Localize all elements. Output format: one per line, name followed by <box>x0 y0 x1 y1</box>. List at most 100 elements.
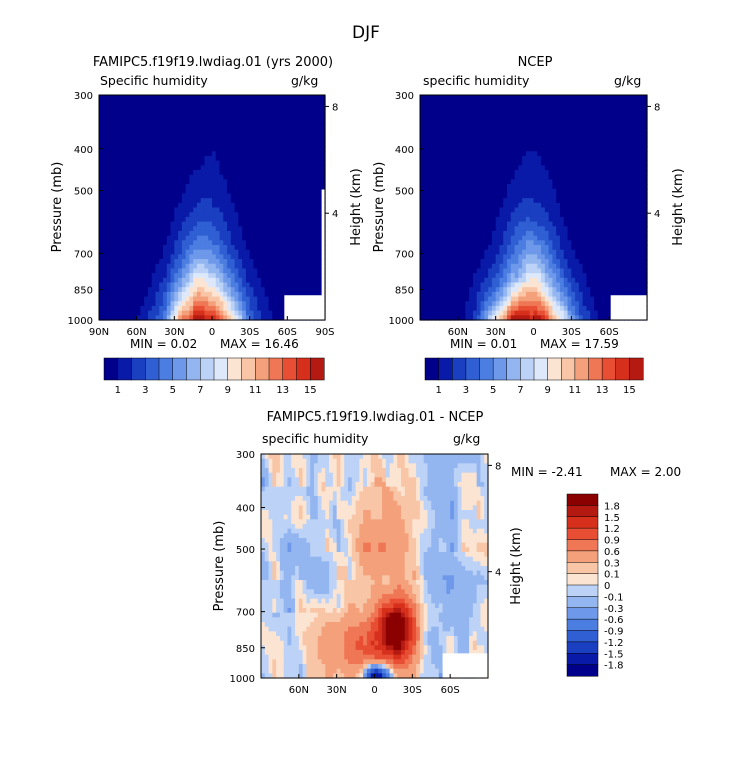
contour-cell <box>117 188 123 195</box>
contour-cell <box>204 137 209 143</box>
contour-cell <box>544 132 550 138</box>
contour-cell <box>298 104 303 110</box>
contour-cell <box>200 240 206 246</box>
contour-cell <box>196 184 202 190</box>
contour-cell <box>125 287 130 293</box>
contour-cell <box>510 315 516 321</box>
contour-cell <box>488 277 493 284</box>
contour-cell <box>431 127 436 134</box>
contour-cell <box>242 99 247 105</box>
contour-cell <box>117 95 123 101</box>
colorbar-tick-label: 9 <box>225 385 231 396</box>
contour-cell <box>193 104 198 110</box>
contour-cell <box>132 230 138 237</box>
contour-cell <box>238 109 243 115</box>
contour-cell <box>480 230 485 237</box>
contour-cell <box>121 268 126 274</box>
contour-cell <box>185 221 190 227</box>
contour-cell <box>469 240 474 246</box>
contour-cell <box>147 291 153 298</box>
contour-cell <box>431 226 436 232</box>
contour-cell <box>219 198 224 204</box>
contour-cell <box>140 155 145 162</box>
contour-cell <box>121 259 126 265</box>
contour-cell <box>518 301 523 307</box>
contour-cell <box>541 245 546 251</box>
contour-cell <box>465 127 470 134</box>
contour-cell <box>272 259 277 265</box>
contour-cell <box>272 249 277 255</box>
contour-cell <box>559 305 565 312</box>
contour-cell <box>431 296 436 302</box>
contour-cell <box>446 291 451 298</box>
contour-cell <box>544 221 550 227</box>
contour-cell <box>472 184 478 190</box>
contour-cell <box>106 141 111 148</box>
contour-cell <box>454 287 459 293</box>
contour-cell <box>283 254 288 260</box>
contour-cell <box>552 127 557 134</box>
contour-cell <box>420 118 425 124</box>
contour-cell <box>144 198 149 204</box>
contour-cell <box>185 127 190 134</box>
contour-cell <box>420 291 425 298</box>
contour-cell <box>510 230 516 237</box>
contour-cell <box>223 113 228 120</box>
contour-cell <box>480 146 485 152</box>
contour-cell <box>215 212 221 218</box>
contour-cell <box>279 291 285 298</box>
contour-cell <box>144 141 149 148</box>
contour-cell <box>313 282 319 288</box>
contour-cell <box>215 137 221 143</box>
contour-cell <box>450 160 455 166</box>
contour-cell <box>423 132 429 138</box>
contour-cell <box>420 165 425 171</box>
contour-cell <box>525 287 531 293</box>
contour-cell <box>279 296 285 302</box>
contour-cell <box>442 123 448 129</box>
contour-cell <box>298 109 303 115</box>
contour-cell <box>178 188 183 195</box>
contour-cell <box>457 179 463 185</box>
contour-cell <box>518 282 523 288</box>
contour-cell <box>166 113 172 120</box>
contour-cell <box>132 188 138 195</box>
contour-cell <box>249 291 255 298</box>
contour-cell <box>204 99 209 105</box>
contour-cell <box>212 226 217 232</box>
contour-cell <box>245 174 251 180</box>
contour-cell <box>102 127 108 134</box>
contour-cell <box>420 226 425 232</box>
contour-cell <box>230 221 236 227</box>
contour-cell <box>309 109 315 115</box>
contour-cell <box>287 170 292 176</box>
contour-cell <box>302 249 307 255</box>
contour-cell <box>420 99 425 105</box>
contour-cell <box>563 240 569 246</box>
contour-cell <box>117 184 123 190</box>
contour-cell <box>522 259 527 265</box>
contour-cell <box>457 188 463 195</box>
contour-cell <box>571 188 576 195</box>
contour-cell <box>548 151 554 157</box>
contour-cell <box>117 179 123 185</box>
contour-cell <box>102 137 108 143</box>
contour-cell <box>230 230 236 237</box>
contour-cell <box>166 235 172 241</box>
contour-cell <box>223 226 228 232</box>
contour-cell <box>129 160 134 166</box>
contour-cell <box>522 137 527 143</box>
contour-cell <box>189 165 194 171</box>
contour-cell <box>193 160 198 166</box>
contour-cell <box>533 160 538 166</box>
contour-cell <box>518 273 523 279</box>
contour-cell <box>510 151 516 157</box>
contour-cell <box>442 137 448 143</box>
contour-cell <box>147 104 153 110</box>
contour-cell <box>484 170 489 176</box>
contour-cell <box>472 141 478 148</box>
contour-cell <box>544 151 550 157</box>
contour-cell <box>450 301 455 307</box>
contour-cell <box>472 160 478 166</box>
contour-cell <box>242 315 247 321</box>
